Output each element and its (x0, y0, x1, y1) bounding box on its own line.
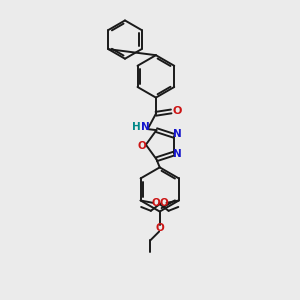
Text: O: O (152, 198, 160, 208)
Text: N: N (141, 122, 150, 132)
Text: O: O (155, 223, 164, 233)
Text: N: N (173, 149, 182, 159)
Text: O: O (159, 198, 168, 208)
Text: O: O (173, 106, 182, 116)
Text: H: H (132, 122, 141, 132)
Text: O: O (138, 141, 147, 151)
Text: N: N (173, 129, 182, 139)
